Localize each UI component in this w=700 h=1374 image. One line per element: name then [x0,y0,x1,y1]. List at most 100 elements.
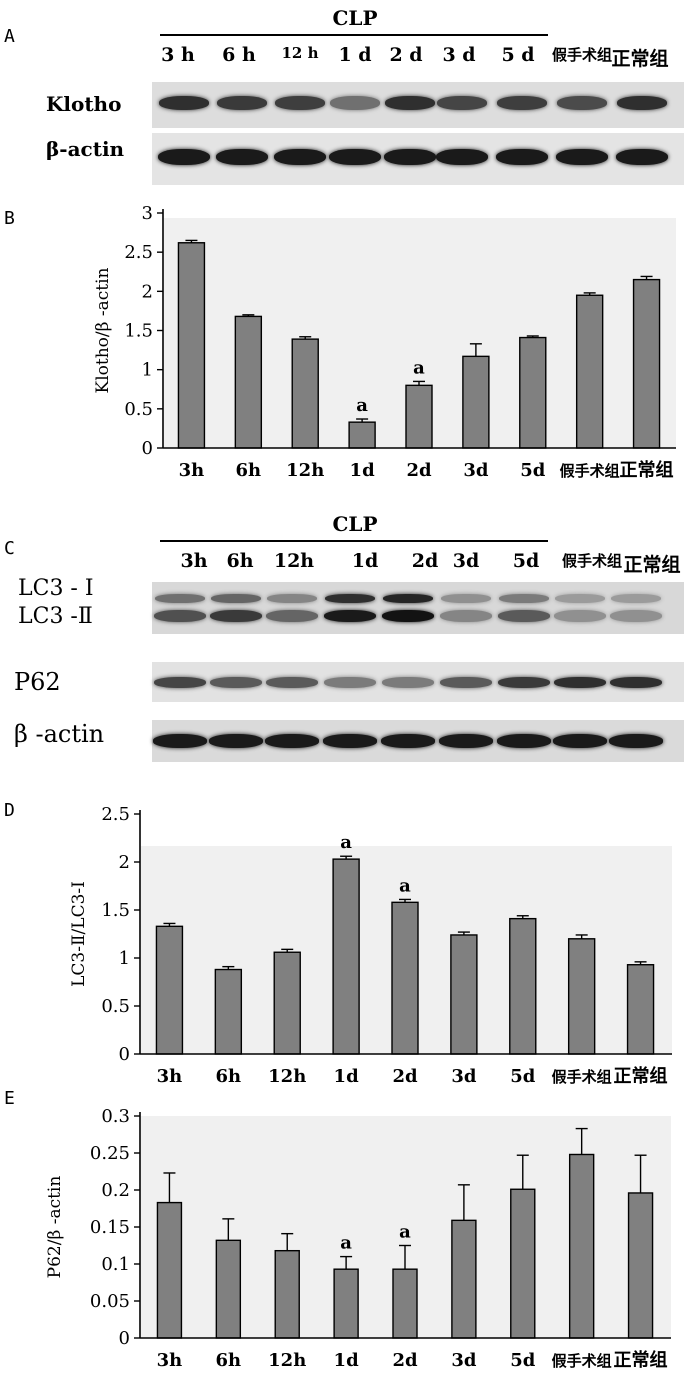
bar [510,1188,536,1339]
x-tick-label: 12h [268,1066,306,1086]
x-tick-label: 正常组 [620,459,674,481]
lc3-ratio-bar-chart: 3h 6h 12h a 1d a 2d 3d 5d 假手术组 正常组 0 0.5 1 1.5 2 2.5 LC3-… [69,804,672,1086]
blot-band [441,594,491,603]
blot-band [210,677,262,688]
y-tick-label: 1.5 [101,900,130,921]
klotho-row-label: Klotho [46,92,122,116]
y-tick-label: 1.5 [124,321,153,342]
bar [273,951,301,1055]
clp-bracket-line-c [160,540,548,542]
bar [627,1192,654,1339]
blot-band [382,610,434,622]
bar [155,925,184,1055]
blot-band [324,677,376,688]
blot-band [159,96,209,110]
lane-label: 5d [512,550,540,572]
bar [333,1268,359,1339]
lc3-blot [152,582,684,634]
y-tick-label: 0.05 [90,1291,130,1312]
blot-band [557,96,607,110]
blot-band [439,734,493,748]
significance-mark: a [399,875,411,896]
blot-band [609,734,663,748]
y-tick-label: 0.5 [101,996,130,1017]
y-tick-label: 3 [142,203,153,224]
lane-label: 正常组 [623,554,681,576]
blot-band [382,677,434,688]
y-tick-label: 0.1 [101,1254,130,1275]
lane-label: 5 d [501,44,535,66]
bar [626,964,655,1055]
blot-band [498,677,550,688]
bar [567,938,596,1055]
x-tick-label: 正常组 [614,1349,668,1371]
x-tick-label: 1d [334,1066,360,1086]
klotho-bar-chart: 3h 6h 12h a 1d a 2d 3d 5d 假手术组 正常组 0 0.5 1 1.5 2 2.5 3 Klo… [93,203,676,481]
y-tick-label: 0 [119,1328,130,1349]
y-tick-label: 2 [142,281,153,302]
clp-group-label-c: CLP [332,512,378,536]
bar [632,278,661,449]
lane-label: 6h [226,550,254,572]
bar [450,934,478,1055]
x-tick-label: 5d [510,1066,536,1086]
blot-band [267,594,317,603]
lc3-ii-row-label: LC3 -Ⅱ [18,604,93,629]
significance-mark: a [399,1222,411,1243]
beta-actin-blot-c [152,720,684,762]
clp-bracket-line-a [160,34,548,36]
lane-label: 假手术组 [562,552,623,570]
beta-actin-row-label-c: β -actin [14,720,105,748]
bar [348,421,376,449]
bar [156,1201,183,1339]
blot-band [616,149,668,165]
y-tick-label: 0 [142,438,153,459]
blot-band [554,677,606,688]
blot-band [610,610,662,622]
blot-band [497,734,551,748]
lane-label: 12h [273,550,315,572]
x-tick-label: 1d [334,1350,360,1371]
lane-label: 6 h [222,44,256,66]
blot-band [275,96,325,110]
blot-band [209,734,263,748]
lane-label: 1d [351,550,379,572]
x-tick-label: 3h [157,1350,183,1371]
x-tick-label: 1d [350,460,376,481]
x-tick-label: 正常组 [614,1065,668,1086]
x-tick-label: 12h [286,460,324,481]
lane-label: 3h [180,550,208,572]
bar [177,242,206,449]
blot-band [554,610,606,622]
bar [519,336,547,449]
y-tick-label: 2.5 [124,242,153,263]
lane-label: 3 d [442,44,476,66]
blot-band [210,610,262,622]
x-tick-label: 假手术组 [560,462,620,480]
blot-band [381,734,435,748]
y-axis-label: P62/β -actin [45,1176,65,1279]
x-tick-label: 3h [179,460,205,481]
blot-band [274,149,326,165]
clp-group-label-a: CLP [332,6,378,30]
lc3-i-row-label: LC3 - Ⅰ [18,576,94,601]
bar [291,338,319,449]
bar [391,901,419,1055]
x-tick-label: 3d [451,1350,477,1371]
blot-band [617,96,667,110]
blot-band [324,610,376,622]
x-tick-label: 6h [216,1066,242,1086]
beta-actin-blot-a [152,133,684,185]
x-tick-label: 3d [451,1066,477,1086]
blot-band [553,734,607,748]
x-tick-label: 6h [216,1350,242,1371]
bar [462,355,490,449]
blot-band [329,149,381,165]
y-axis-label: LC3-Ⅱ/LC3-Ⅰ [69,881,89,987]
y-axis-label: Klotho/β -actin [93,267,113,393]
y-tick-label: 2.5 [101,804,130,825]
lane-label: 2 d [389,44,423,66]
y-tick-label: 0.3 [101,1106,130,1127]
panel-letter-c: C [4,538,15,559]
blot-band [266,677,318,688]
